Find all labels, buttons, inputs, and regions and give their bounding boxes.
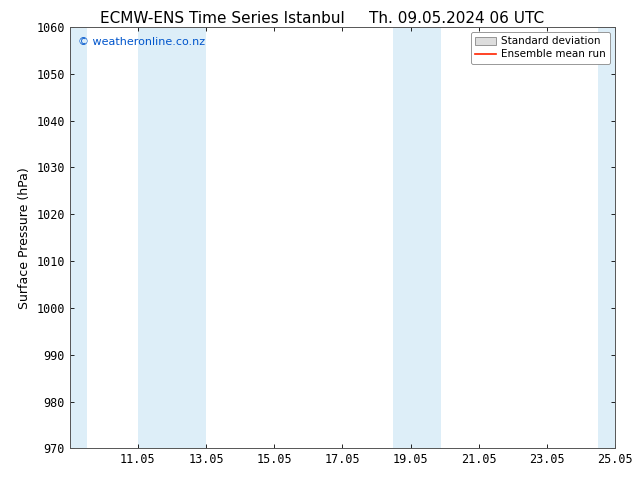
Text: ECMW-ENS Time Series Istanbul: ECMW-ENS Time Series Istanbul xyxy=(100,11,344,26)
Bar xyxy=(70,27,87,448)
Y-axis label: Surface Pressure (hPa): Surface Pressure (hPa) xyxy=(18,167,31,309)
Bar xyxy=(598,27,615,448)
Text: © weatheronline.co.nz: © weatheronline.co.nz xyxy=(78,38,205,48)
Bar xyxy=(394,27,411,448)
Bar xyxy=(411,27,441,448)
Text: Th. 09.05.2024 06 UTC: Th. 09.05.2024 06 UTC xyxy=(369,11,544,26)
Legend: Standard deviation, Ensemble mean run: Standard deviation, Ensemble mean run xyxy=(470,32,610,64)
Bar xyxy=(138,27,206,448)
